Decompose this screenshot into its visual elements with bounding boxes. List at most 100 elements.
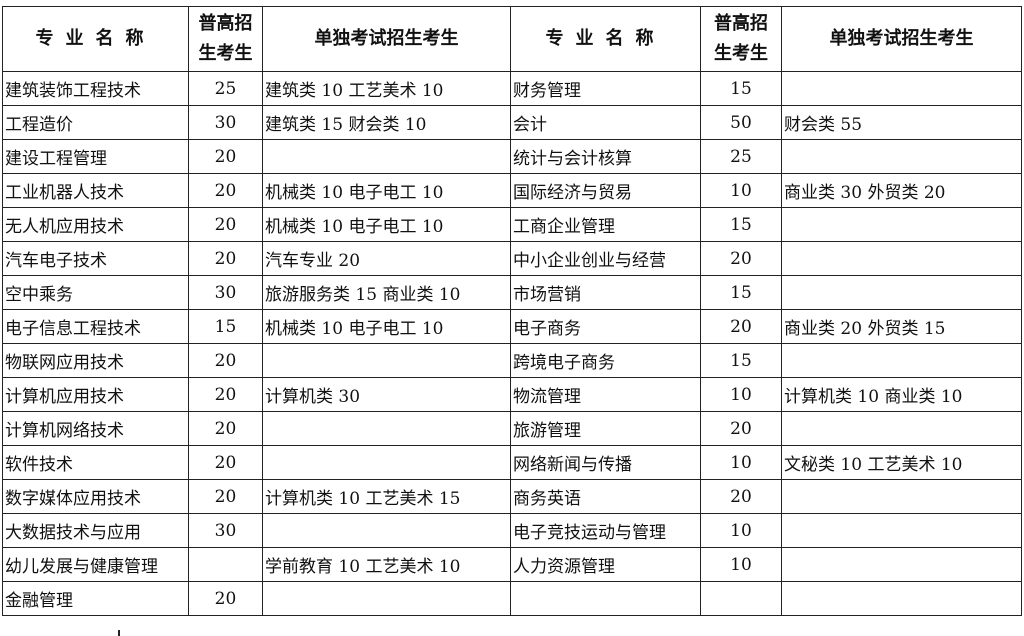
right-general-count-cell: 10 <box>700 173 782 208</box>
left-single-exam-cell <box>262 513 511 548</box>
right-general-count-cell: 15 <box>700 343 782 378</box>
left-major-cell: 幼儿发展与健康管理 <box>2 547 189 582</box>
left-general-count-cell: 20 <box>188 479 263 514</box>
left-major-cell: 汽车电子技术 <box>2 241 189 276</box>
right-major-cell: 工商企业管理 <box>510 207 701 242</box>
right-general-count-cell: 15 <box>700 71 782 106</box>
right-single-exam-cell <box>781 343 1022 378</box>
right-single-exam-cell <box>781 275 1022 310</box>
header-general-line2: 生考生 <box>198 43 253 64</box>
left-single-exam-cell: 学前教育 10 工艺美术 10 <box>262 547 511 582</box>
table-row: 工业机器人技术 20 机械类 10 电子电工 10 国际经济与贸易 10 商业类 30 外… <box>2 173 1022 208</box>
left-single-exam-cell: 机械类 10 电子电工 10 <box>262 207 511 242</box>
left-single-exam-cell: 机械类 10 电子电工 10 <box>262 173 511 208</box>
left-major-cell: 工程造价 <box>2 105 189 140</box>
right-major-cell: 统计与会计核算 <box>510 139 701 174</box>
header-row: 专业名称 普高招生考生 单独考试招生考生 专业名称 普高招生考生 单独考试招生考… <box>2 6 1022 72</box>
header-general-line1: 普高招 <box>714 13 768 34</box>
table-row: 计算机应用技术 20 计算机类 30 物流管理 10 计算机类 10 商业类 10 <box>2 377 1022 412</box>
left-general-count-cell: 20 <box>188 377 263 412</box>
right-single-exam-cell: 计算机类 10 商业类 10 <box>781 377 1022 412</box>
right-general-count-cell: 15 <box>700 207 782 242</box>
left-major-cell: 计算机网络技术 <box>2 411 189 446</box>
header-general-line1: 普高招 <box>198 13 253 34</box>
right-major-cell: 财务管理 <box>510 71 701 106</box>
table-row: 建设工程管理 20 统计与会计核算 25 <box>2 139 1022 174</box>
right-single-exam-cell <box>781 139 1022 174</box>
left-general-count-cell: 20 <box>188 207 263 242</box>
right-single-exam-cell <box>781 241 1022 276</box>
right-major-cell: 市场营销 <box>510 275 701 310</box>
table-row: 大数据技术与应用 30 电子竞技运动与管理 10 <box>2 513 1022 548</box>
left-general-count-cell: 20 <box>188 173 263 208</box>
table-body: 建筑装饰工程技术 25 建筑类 10 工艺美术 10 财务管理 15 工程造价 30 建筑类 … <box>2 71 1022 616</box>
left-major-cell: 大数据技术与应用 <box>2 513 189 548</box>
header-general-line2: 生考生 <box>714 43 768 64</box>
right-single-exam-cell <box>781 479 1022 514</box>
table-row: 空中乘务 30 旅游服务类 15 商业类 10 市场营销 15 <box>2 275 1022 310</box>
left-major-cell: 工业机器人技术 <box>2 173 189 208</box>
right-general-count-cell: 50 <box>700 105 782 140</box>
right-major-cell: 电子商务 <box>510 309 701 344</box>
left-general-count-cell: 30 <box>188 105 263 140</box>
stray-mark <box>118 630 120 636</box>
header-major-left: 专业名称 <box>2 6 189 72</box>
left-general-count-cell: 20 <box>188 241 263 276</box>
left-single-exam-cell: 汽车专业 20 <box>262 241 511 276</box>
left-single-exam-cell: 建筑类 15 财会类 10 <box>262 105 511 140</box>
table-row: 建筑装饰工程技术 25 建筑类 10 工艺美术 10 财务管理 15 <box>2 71 1022 106</box>
right-single-exam-cell: 商业类 30 外贸类 20 <box>781 173 1022 208</box>
right-single-exam-cell <box>781 411 1022 446</box>
right-general-count-cell: 20 <box>700 241 782 276</box>
right-major-cell: 中小企业创业与经营 <box>510 241 701 276</box>
table-row: 电子信息工程技术 15 机械类 10 电子电工 10 电子商务 20 商业类 20 外贸类… <box>2 309 1022 344</box>
header-major-right: 专业名称 <box>510 6 701 72</box>
left-single-exam-cell: 计算机类 10 工艺美术 15 <box>262 479 511 514</box>
right-major-cell <box>510 581 701 616</box>
header-general-right: 普高招 生考生 <box>700 6 782 72</box>
left-major-cell: 数字媒体应用技术 <box>2 479 189 514</box>
left-major-cell: 物联网应用技术 <box>2 343 189 378</box>
right-major-cell: 物流管理 <box>510 377 701 412</box>
left-single-exam-cell: 计算机类 30 <box>262 377 511 412</box>
right-general-count-cell <box>700 581 782 616</box>
right-major-cell: 会计 <box>510 105 701 140</box>
left-single-exam-cell: 机械类 10 电子电工 10 <box>262 309 511 344</box>
right-general-count-cell: 25 <box>700 139 782 174</box>
right-single-exam-cell: 文秘类 10 工艺美术 10 <box>781 445 1022 480</box>
table-row: 汽车电子技术 20 汽车专业 20 中小企业创业与经营 20 <box>2 241 1022 276</box>
right-major-cell: 旅游管理 <box>510 411 701 446</box>
left-single-exam-cell <box>262 411 511 446</box>
left-general-count-cell: 30 <box>188 513 263 548</box>
table-row: 物联网应用技术 20 跨境电子商务 15 <box>2 343 1022 378</box>
right-general-count-cell: 15 <box>700 275 782 310</box>
left-single-exam-cell <box>262 445 511 480</box>
left-major-cell: 空中乘务 <box>2 275 189 310</box>
right-general-count-cell: 10 <box>700 513 782 548</box>
left-major-cell: 计算机应用技术 <box>2 377 189 412</box>
left-general-count-cell: 20 <box>188 411 263 446</box>
right-general-count-cell: 20 <box>700 479 782 514</box>
left-major-cell: 金融管理 <box>2 581 189 616</box>
table-row: 数字媒体应用技术 20 计算机类 10 工艺美术 15 商务英语 20 <box>2 479 1022 514</box>
right-major-cell: 跨境电子商务 <box>510 343 701 378</box>
left-general-count-cell: 15 <box>188 309 263 344</box>
left-general-count-cell <box>188 547 263 582</box>
right-major-cell: 商务英语 <box>510 479 701 514</box>
right-single-exam-cell <box>781 581 1022 616</box>
enrollment-table: 专业名称 普高招生考生 单独考试招生考生 专业名称 普高招生考生 单独考试招生考… <box>2 6 1022 616</box>
left-major-cell: 建设工程管理 <box>2 139 189 174</box>
left-general-count-cell: 20 <box>188 343 263 378</box>
header-single-left: 单独考试招生考生 <box>262 6 511 72</box>
table-row: 幼儿发展与健康管理 学前教育 10 工艺美术 10 人力资源管理 10 <box>2 547 1022 582</box>
left-major-cell: 无人机应用技术 <box>2 207 189 242</box>
right-major-cell: 国际经济与贸易 <box>510 173 701 208</box>
right-major-cell: 电子竞技运动与管理 <box>510 513 701 548</box>
header-single-right: 单独考试招生考生 <box>781 6 1022 72</box>
right-single-exam-cell: 商业类 20 外贸类 15 <box>781 309 1022 344</box>
table-row: 工程造价 30 建筑类 15 财会类 10 会计 50 财会类 55 <box>2 105 1022 140</box>
table-row: 软件技术 20 网络新闻与传播 10 文秘类 10 工艺美术 10 <box>2 445 1022 480</box>
left-major-cell: 软件技术 <box>2 445 189 480</box>
right-general-count-cell: 10 <box>700 445 782 480</box>
table-row: 计算机网络技术 20 旅游管理 20 <box>2 411 1022 446</box>
